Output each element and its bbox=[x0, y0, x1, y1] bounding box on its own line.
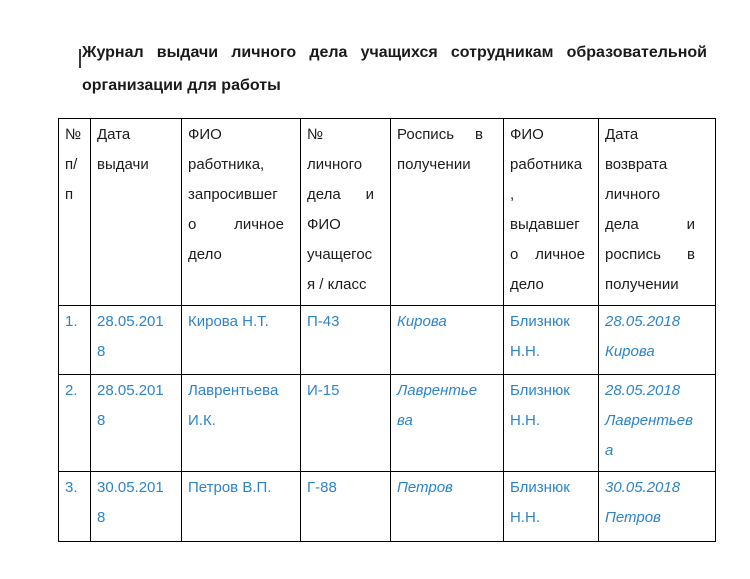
table-header-row: № п/п Дата выдачи ФИО работника, запроси… bbox=[58, 118, 716, 306]
header-cell-issuing-employee[interactable]: ФИО работника, выдавшего личное дело bbox=[503, 118, 599, 306]
text-cursor bbox=[79, 49, 81, 68]
table-row: 1. 28.05.2018 Кирова Н.Т. П-43 Кирова Бл… bbox=[58, 305, 716, 375]
cell-return-date-signature[interactable]: 30.05.2018 Петров bbox=[598, 471, 716, 542]
cell-requesting-employee[interactable]: Кирова Н.Т. bbox=[181, 305, 301, 375]
header-cell-return-date[interactable]: Дата возврата личного дела и роспись в п… bbox=[598, 118, 716, 306]
cell-receipt-signature[interactable]: Лаврентьева bbox=[390, 374, 504, 472]
header-cell-file-number[interactable]: № личного дела и ФИО учащегося / класс bbox=[300, 118, 391, 306]
cell-issue-date[interactable]: 30.05.2018 bbox=[90, 471, 182, 542]
table-row: 3. 30.05.2018 Петров В.П. Г-88 Петров Бл… bbox=[58, 471, 716, 542]
cell-file-number[interactable]: Г-88 bbox=[300, 471, 391, 542]
cell-requesting-employee[interactable]: Петров В.П. bbox=[181, 471, 301, 542]
header-cell-receipt-signature[interactable]: Роспись в получении bbox=[390, 118, 504, 306]
cell-file-number[interactable]: И-15 bbox=[300, 374, 391, 472]
cell-index[interactable]: 2. bbox=[58, 374, 91, 472]
header-cell-requesting-employee[interactable]: ФИО работника, запросившего личное дело bbox=[181, 118, 301, 306]
header-cell-index[interactable]: № п/п bbox=[58, 118, 91, 306]
cell-issuing-employee[interactable]: Близнюк Н.Н. bbox=[503, 305, 599, 375]
cell-receipt-signature[interactable]: Кирова bbox=[390, 305, 504, 375]
cell-issue-date[interactable]: 28.05.2018 bbox=[90, 305, 182, 375]
document-title[interactable]: Журнал выдачи личного дела учащихся сотр… bbox=[82, 44, 707, 94]
cell-issuing-employee[interactable]: Близнюк Н.Н. bbox=[503, 471, 599, 542]
cell-index[interactable]: 1. bbox=[58, 305, 91, 375]
cell-return-date-signature[interactable]: 28.05.2018 Лаврентьева bbox=[598, 374, 716, 472]
cell-index[interactable]: 3. bbox=[58, 471, 91, 542]
cell-file-number[interactable]: П-43 bbox=[300, 305, 391, 375]
issue-log-table: № п/п Дата выдачи ФИО работника, запроси… bbox=[58, 118, 716, 542]
table-row: 2. 28.05.2018 Лаврентьева И.К. И-15 Лавр… bbox=[58, 374, 716, 472]
cell-return-date-signature[interactable]: 28.05.2018 Кирова bbox=[598, 305, 716, 375]
header-cell-issue-date[interactable]: Дата выдачи bbox=[90, 118, 182, 306]
cell-receipt-signature[interactable]: Петров bbox=[390, 471, 504, 542]
cell-issue-date[interactable]: 28.05.2018 bbox=[90, 374, 182, 472]
cell-issuing-employee[interactable]: Близнюк Н.Н. bbox=[503, 374, 599, 472]
cell-requesting-employee[interactable]: Лаврентьева И.К. bbox=[181, 374, 301, 472]
